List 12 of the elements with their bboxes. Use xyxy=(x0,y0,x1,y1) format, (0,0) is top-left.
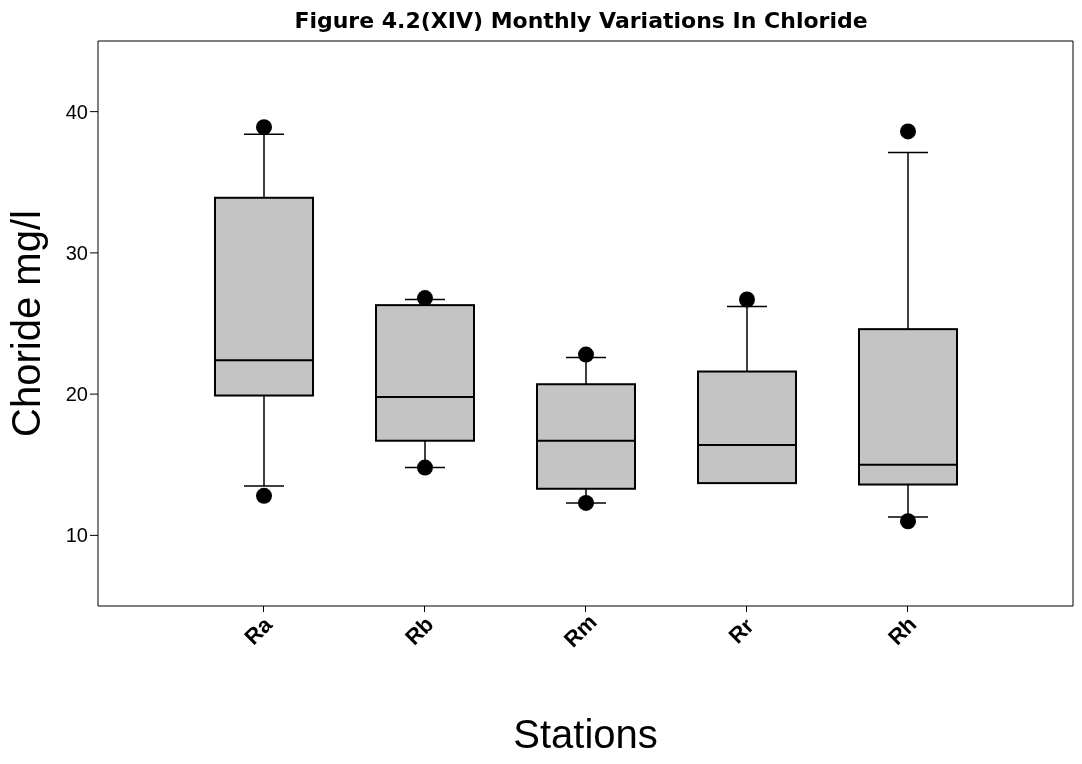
y-tick-label: 20 xyxy=(65,383,88,406)
x-tick-label: Rb xyxy=(399,611,439,650)
x-tick-label: Rm xyxy=(558,609,602,653)
x-tick-label: Rr xyxy=(723,612,759,649)
y-tick-label: 40 xyxy=(65,100,88,123)
y-axis-title: Choride mg/l xyxy=(4,210,49,437)
chart-title: Figure 4.2(XIV) Monthly Variations In Chloride xyxy=(293,8,869,35)
y-tick-label: 30 xyxy=(65,241,88,264)
x-tick-label: Rh xyxy=(882,611,922,650)
x-axis-title: Stations xyxy=(513,712,658,756)
x-tick-label: Ra xyxy=(239,611,278,650)
y-tick-label: 10 xyxy=(65,524,88,547)
